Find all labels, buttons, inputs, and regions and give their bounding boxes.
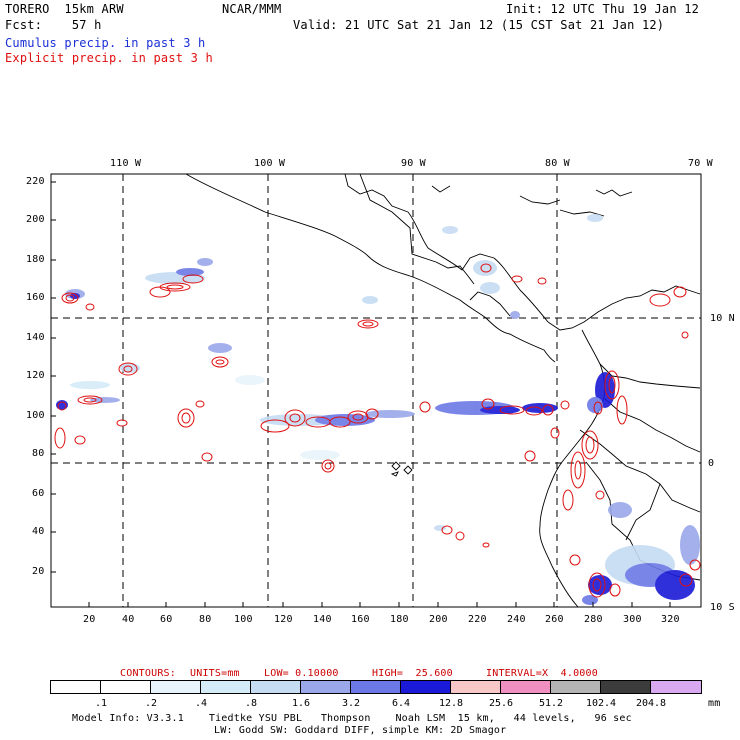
color-scale-label: 102.4 bbox=[585, 698, 617, 709]
x-tick: 160 bbox=[351, 614, 370, 625]
graticule bbox=[51, 174, 701, 607]
x-tick: 180 bbox=[390, 614, 409, 625]
color-scale-label: 12.8 bbox=[438, 698, 464, 709]
color-scale-label: .4 bbox=[194, 698, 208, 709]
y-tick: 220 bbox=[26, 176, 45, 187]
x-tick: 120 bbox=[274, 614, 293, 625]
y-tick: 80 bbox=[32, 448, 45, 459]
init-time: Init: 12 UTC Thu 19 Jan 12 bbox=[506, 2, 700, 16]
model-info: Model Info: V3.3.1 Tiedtke YSU PBL Thomp… bbox=[72, 713, 632, 724]
x-tick: 280 bbox=[584, 614, 603, 625]
color-scale-swatch bbox=[651, 681, 701, 693]
forecast-hour: Fcst: 57 h bbox=[5, 18, 102, 32]
valid-time: Valid: 21 UTC Sat 21 Jan 12 (15 CST Sat … bbox=[293, 18, 665, 32]
y-tick: 100 bbox=[26, 410, 45, 421]
x-tick: 320 bbox=[661, 614, 680, 625]
color-scale-swatch bbox=[201, 681, 251, 693]
lon-label-100w: 100 W bbox=[254, 158, 286, 169]
y-tick: 200 bbox=[26, 214, 45, 225]
color-scale-swatch bbox=[151, 681, 201, 693]
color-scale-swatch bbox=[551, 681, 601, 693]
color-scale-swatch bbox=[101, 681, 151, 693]
explicit-legend: Explicit precip. in past 3 h bbox=[5, 51, 213, 65]
color-scale-swatch bbox=[51, 681, 101, 693]
contours-units: UNITS=mm bbox=[190, 668, 240, 679]
contours-prefix: CONTOURS: bbox=[120, 668, 176, 679]
x-tick: 100 bbox=[234, 614, 253, 625]
color-scale-swatch bbox=[601, 681, 651, 693]
y-tick: 160 bbox=[26, 292, 45, 303]
x-tick: 200 bbox=[429, 614, 448, 625]
color-scale-swatch bbox=[451, 681, 501, 693]
lat-label-10s: 10 S bbox=[710, 602, 735, 613]
color-scale-label: 51.2 bbox=[538, 698, 564, 709]
x-tick: 220 bbox=[468, 614, 487, 625]
lon-label-90w: 90 W bbox=[401, 158, 426, 169]
color-scale-swatch bbox=[251, 681, 301, 693]
org-label: NCAR/MMM bbox=[222, 2, 282, 16]
lon-label-110w: 110 W bbox=[110, 158, 142, 169]
color-scale-label: .2 bbox=[144, 698, 158, 709]
x-tick: 260 bbox=[545, 614, 564, 625]
color-scale-label: 6.4 bbox=[391, 698, 411, 709]
contours-low: LOW= 0.10000 bbox=[264, 668, 339, 679]
x-tick: 300 bbox=[623, 614, 642, 625]
color-scale-label: 3.2 bbox=[341, 698, 361, 709]
color-scale-swatch bbox=[301, 681, 351, 693]
color-scale-swatch bbox=[501, 681, 551, 693]
color-scale-label: 1.6 bbox=[291, 698, 311, 709]
lat-label-0: 0 bbox=[708, 458, 715, 469]
color-scale-label: 25.6 bbox=[488, 698, 514, 709]
cumulus-precip bbox=[56, 214, 700, 605]
color-scale-label: .1 bbox=[94, 698, 108, 709]
explicit-precip-contours bbox=[54, 263, 701, 598]
lat-label-10n: 10 N bbox=[710, 313, 735, 324]
tick-marks bbox=[51, 181, 671, 607]
y-tick: 20 bbox=[32, 566, 45, 577]
color-scale-label: .8 bbox=[244, 698, 258, 709]
model-title: TORERO 15km ARW bbox=[5, 2, 124, 16]
x-tick: 240 bbox=[507, 614, 526, 625]
lon-label-70w: 70 W bbox=[688, 158, 713, 169]
lon-label-80w: 80 W bbox=[545, 158, 570, 169]
x-tick: 20 bbox=[83, 614, 96, 625]
contours-high: HIGH= 25.600 bbox=[372, 668, 453, 679]
scale-unit: mm bbox=[708, 698, 721, 709]
x-tick: 80 bbox=[199, 614, 212, 625]
y-tick: 140 bbox=[26, 332, 45, 343]
cumulus-legend: Cumulus precip. in past 3 h bbox=[5, 36, 206, 50]
y-tick: 40 bbox=[32, 526, 45, 537]
x-tick: 60 bbox=[160, 614, 173, 625]
coastlines bbox=[185, 173, 701, 608]
y-tick: 120 bbox=[26, 370, 45, 381]
contours-interval: INTERVAL=X 4.0000 bbox=[486, 668, 598, 679]
y-tick: 60 bbox=[32, 488, 45, 499]
y-tick: 180 bbox=[26, 254, 45, 265]
x-tick: 40 bbox=[122, 614, 135, 625]
color-scale-swatch bbox=[401, 681, 451, 693]
color-scale-swatch bbox=[351, 681, 401, 693]
color-scale-label: 204.8 bbox=[635, 698, 667, 709]
map-frame bbox=[50, 173, 702, 608]
physics-info: LW: Godd SW: Goddard DIFF, simple KM: 2D… bbox=[214, 725, 507, 736]
x-tick: 140 bbox=[313, 614, 332, 625]
color-scale-bar bbox=[50, 680, 702, 694]
